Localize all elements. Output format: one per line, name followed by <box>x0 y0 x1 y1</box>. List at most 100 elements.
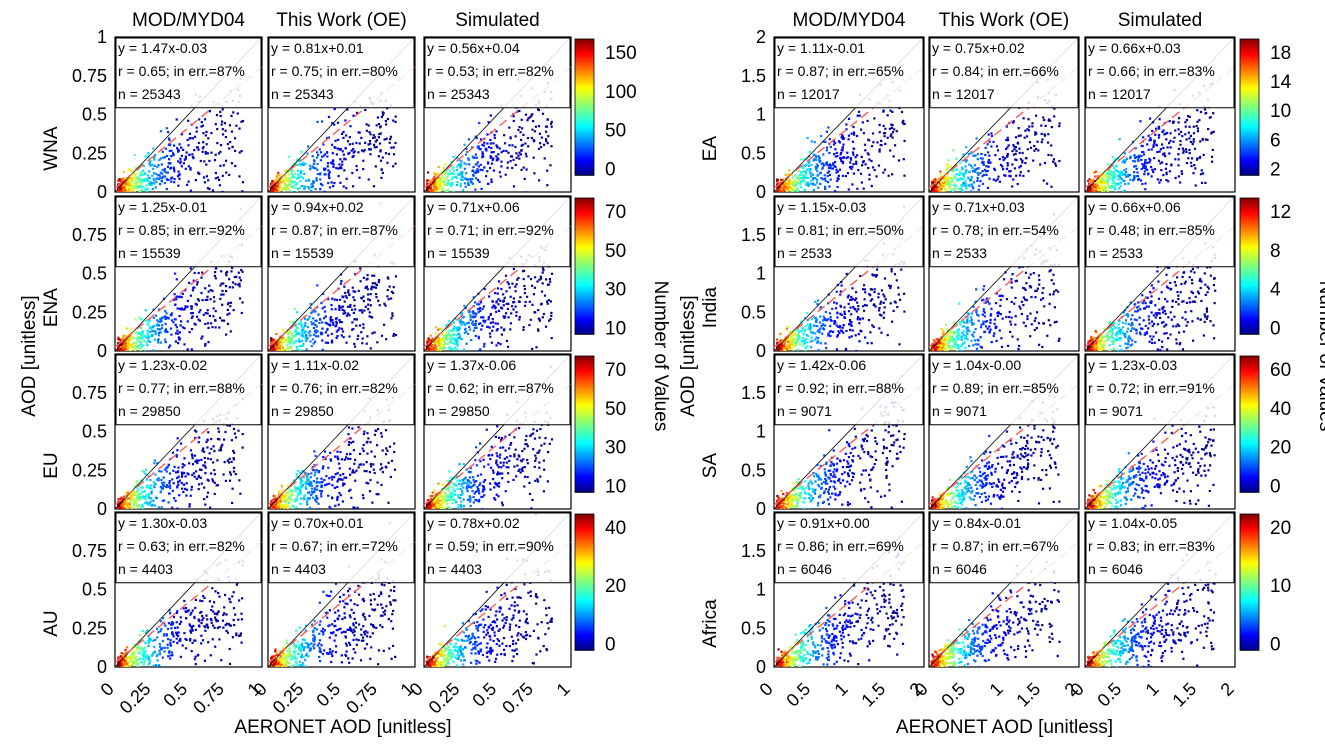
scatter-panel: y = 1.11x-0.01r = 0.87; in err.=65%n = 1… <box>774 37 924 214</box>
correlation-stats: r = 0.86; in err.=69% <box>777 538 904 554</box>
correlation-stats: r = 0.83; in err.=83% <box>1088 538 1215 554</box>
row-label: WNA <box>41 126 62 171</box>
colorbar <box>575 514 594 650</box>
column-title: This Work (OE) <box>939 10 1070 31</box>
colorbar-tick-label: 150 <box>605 43 637 64</box>
x-tick-label: 1.5 <box>1168 679 1200 711</box>
y-tick-label: 0.75 <box>72 383 107 403</box>
fit-equation: y = 0.91x+0.00 <box>777 515 870 531</box>
colorbar-tick-label: 40 <box>605 518 626 539</box>
scatter-panel: y = 0.84x-0.01r = 0.87; in err.=67%n = 6… <box>929 512 1079 683</box>
colorbar-tick-label: 14 <box>1270 72 1292 93</box>
fit-equation: y = 1.11x-0.01 <box>777 40 865 56</box>
y-tick-label: 0 <box>97 657 107 677</box>
y-axis-label: AOD [unitless] <box>678 295 699 416</box>
y-tick-label: 1 <box>756 105 766 125</box>
correlation-stats: r = 0.78; in err.=54% <box>932 222 1059 238</box>
correlation-stats: r = 0.53; in err.=82% <box>427 63 554 79</box>
y-tick-label: 0.5 <box>741 460 766 480</box>
y-tick-label: 1.5 <box>741 541 766 561</box>
correlation-stats: r = 0.59; in err.=90% <box>427 538 554 554</box>
y-tick-label: 2 <box>756 27 766 47</box>
colorbar-tick-label: 70 <box>605 360 626 381</box>
y-tick-label: 0.5 <box>741 143 766 163</box>
y-tick-label: 0.5 <box>741 618 766 638</box>
scatter-panel: y = 0.94x+0.02r = 0.87; in err.=87%n = 1… <box>268 196 415 372</box>
scatter-panel: y = 1.04x-0.00r = 0.89; in err.=85%n = 9… <box>929 354 1079 524</box>
colorbar-tick-label: 6 <box>1270 130 1281 151</box>
colorbar-tick-label: 30 <box>605 280 626 301</box>
fit-equation: y = 1.23x-0.02 <box>118 357 207 373</box>
colorbar-tick-label: 10 <box>605 318 626 339</box>
y-tick-label: 1 <box>756 580 766 600</box>
correlation-stats: r = 0.75; in err.=80% <box>271 63 398 79</box>
y-tick-label: 0.75 <box>72 541 107 561</box>
y-tick-label: 1.5 <box>741 383 766 403</box>
fit-equation: y = 0.78x+0.02 <box>427 515 520 531</box>
column-title: MOD/MYD04 <box>793 10 906 31</box>
colorbar <box>1240 356 1259 492</box>
y-tick-label: 1 <box>756 264 766 284</box>
fit-equation: y = 1.11x-0.02 <box>271 357 359 373</box>
correlation-stats: r = 0.87; in err.=65% <box>777 63 904 79</box>
fit-equation: y = 0.81x+0.01 <box>271 40 364 56</box>
colorbar-tick-label: 60 <box>1270 360 1291 381</box>
y-tick-label: 0 <box>97 499 107 519</box>
colorbar-tick-label: 8 <box>1270 241 1281 262</box>
colorbar <box>575 356 594 492</box>
x-tick-label: 0.5 <box>312 679 344 711</box>
y-tick-label: 0.5 <box>82 264 107 284</box>
x-tick-label: 0.75 <box>498 679 537 718</box>
scatter-panel: y = 1.37x-0.06r = 0.62; in err.=87%n = 2… <box>424 354 571 533</box>
x-tick-label: 0.5 <box>937 679 969 711</box>
row-label: AU <box>41 610 62 636</box>
row-label: EA <box>700 136 721 162</box>
y-tick-label: 0 <box>97 341 107 361</box>
x-tick-label: 0.25 <box>269 679 308 718</box>
sample-count: n = 9071 <box>777 403 832 419</box>
scatter-panel: y = 1.15x-0.03r = 0.81; in err.=50%n = 2… <box>774 196 924 362</box>
y-tick-label: 0 <box>756 499 766 519</box>
scatter-panel: y = 1.47x-0.03r = 0.65; in err.=87%n = 2… <box>115 37 262 214</box>
fit-equation: y = 0.71x+0.06 <box>427 199 520 215</box>
x-tick-label: 2 <box>1217 679 1238 700</box>
sample-count: n = 15539 <box>427 245 490 261</box>
y-tick-label: 0.75 <box>72 225 107 245</box>
colorbar-tick-label: 20 <box>1270 518 1291 539</box>
sample-count: n = 6046 <box>932 561 987 577</box>
fit-equation: y = 0.84x-0.01 <box>932 515 1021 531</box>
colorbar <box>575 39 594 175</box>
column-title: This Work (OE) <box>276 10 407 31</box>
colorbar-tick-label: 12 <box>1270 202 1291 223</box>
x-tick-label: 0.25 <box>116 679 155 718</box>
correlation-stats: r = 0.89; in err.=85% <box>932 380 1059 396</box>
y-tick-label: 0.5 <box>82 422 107 442</box>
fit-equation: y = 1.25x-0.01 <box>118 199 207 215</box>
x-tick-label: 0.5 <box>468 679 500 711</box>
x-tick-label: 1 <box>553 679 574 700</box>
row-label: Africa <box>700 599 721 648</box>
colorbar-tick-label: 20 <box>605 576 626 597</box>
scatter-panel: y = 1.42x-0.06r = 0.92; in err.=88%n = 9… <box>774 354 924 527</box>
x-tick-label: 0.5 <box>159 679 191 711</box>
x-tick-label: 0 <box>1067 679 1088 700</box>
colorbar-tick-label: 20 <box>1270 438 1291 459</box>
colorbar-tick-label: 30 <box>605 438 626 459</box>
y-tick-label: 0 <box>756 657 766 677</box>
y-tick-label: 0 <box>756 182 766 202</box>
colorbar <box>575 198 594 334</box>
x-tick-label: 0.5 <box>1093 679 1125 711</box>
colorbar-label: Number of Values <box>650 281 671 432</box>
correlation-stats: r = 0.66; in err.=83% <box>1088 63 1215 79</box>
colorbar-tick-label: 50 <box>605 241 626 262</box>
fit-equation: y = 1.15x-0.03 <box>777 199 866 215</box>
y-axis-label: AOD [unitless] <box>19 295 40 416</box>
fit-equation: y = 1.23x-0.03 <box>1088 357 1177 373</box>
y-tick-label: 1.5 <box>741 66 766 86</box>
y-tick-label: 0.5 <box>82 580 107 600</box>
row-label: SA <box>700 453 721 479</box>
fit-equation: y = 1.04x-0.05 <box>1088 515 1177 531</box>
fit-equation: y = 1.42x-0.06 <box>777 357 866 373</box>
column-title: Simulated <box>455 10 540 31</box>
